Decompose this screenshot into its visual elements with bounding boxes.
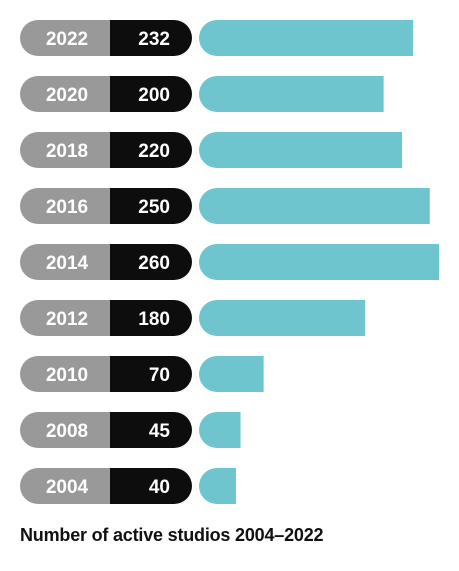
- bar: [199, 412, 241, 448]
- data-label: 220: [138, 141, 170, 162]
- year-pill: [20, 356, 110, 392]
- value-pill: [110, 132, 192, 168]
- year-pill: [20, 300, 110, 336]
- bar: [199, 300, 366, 336]
- category-label: 2018: [46, 141, 88, 162]
- bar: [199, 132, 403, 168]
- data-label: 40: [149, 477, 170, 498]
- value-pill: [110, 188, 192, 224]
- year-pill: [20, 132, 110, 168]
- value-pill: [110, 468, 192, 504]
- data-label: 232: [138, 29, 170, 50]
- year-pill: [20, 188, 110, 224]
- year-pill: [20, 244, 110, 280]
- data-label: 250: [138, 197, 170, 218]
- category-label: 2010: [46, 365, 88, 386]
- value-pill: [110, 412, 192, 448]
- bar: [199, 20, 414, 56]
- value-pill: [110, 356, 192, 392]
- value-pill: [110, 244, 192, 280]
- bar: [199, 356, 264, 392]
- bar: [199, 468, 236, 504]
- data-label: 180: [138, 309, 170, 330]
- data-label: 70: [149, 365, 170, 386]
- value-pill: [110, 76, 192, 112]
- category-label: 2022: [46, 29, 88, 50]
- value-pill: [110, 300, 192, 336]
- category-label: 2016: [46, 197, 88, 218]
- chart-title: Number of active studios 2004–2022: [20, 525, 324, 545]
- year-pill: [20, 20, 110, 56]
- bar: [199, 244, 439, 280]
- category-label: 2004: [46, 477, 89, 498]
- year-pill: [20, 468, 110, 504]
- bar: [199, 76, 384, 112]
- year-pill: [20, 412, 110, 448]
- value-pill: [110, 20, 192, 56]
- category-label: 2012: [46, 309, 88, 330]
- data-label: 200: [138, 85, 170, 106]
- bar: [199, 188, 430, 224]
- data-label: 45: [149, 421, 171, 442]
- data-label: 260: [138, 253, 170, 274]
- category-label: 2020: [46, 85, 88, 106]
- category-label: 2014: [46, 253, 89, 274]
- category-label: 2008: [46, 421, 88, 442]
- year-pill: [20, 76, 110, 112]
